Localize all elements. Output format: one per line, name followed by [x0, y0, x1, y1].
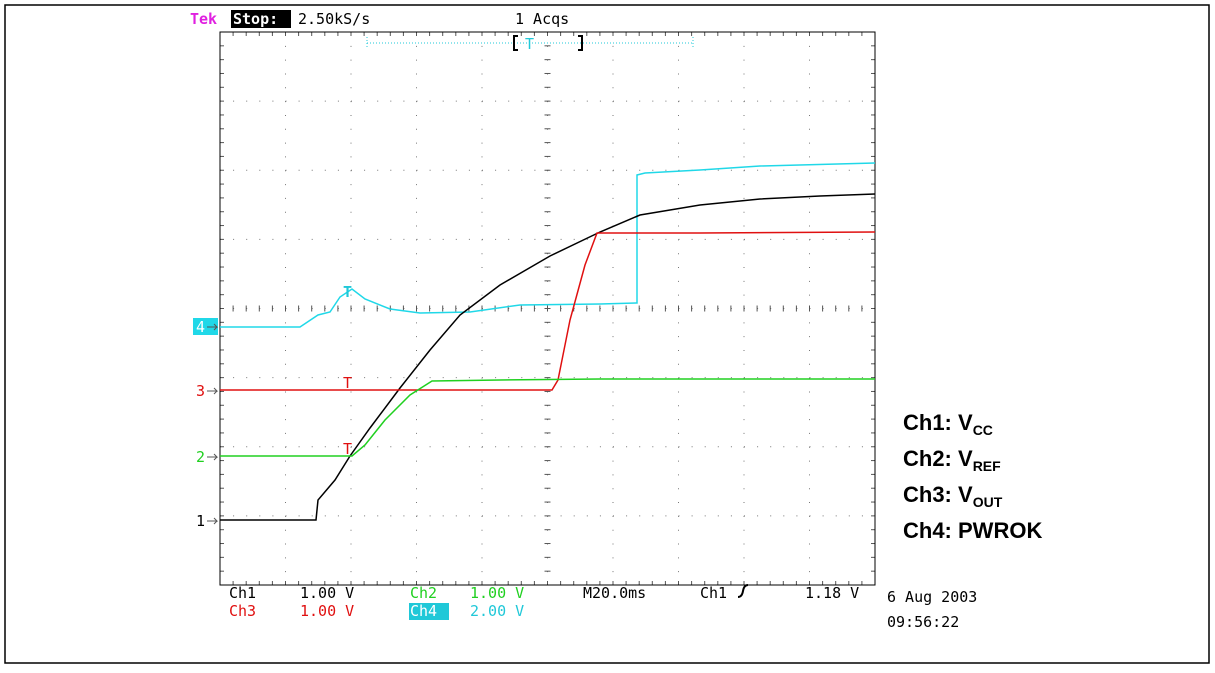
setting: 1.00 V [300, 602, 354, 620]
legend-entry: Ch4: PWROK [903, 518, 1042, 543]
setting: Ch2 [410, 584, 437, 602]
frame [5, 5, 1209, 663]
trigger-position: T [525, 35, 534, 53]
time: 09:56:22 [887, 613, 959, 631]
setting: M20.0ms [583, 584, 646, 602]
setting: Ch3 [229, 602, 256, 620]
legend-subscript: CC [973, 422, 993, 438]
setting: 1.00 V [470, 584, 524, 602]
setting: 2.00 V [470, 602, 524, 620]
setting: 1.18 V [805, 584, 859, 602]
legend-subscript: REF [973, 458, 1001, 474]
legend-subscript: OUT [973, 494, 1003, 510]
scope-screenshot: Tek Stop: 2.50kS/s 1 Acqs T T T T 4 3 2 … [0, 0, 1215, 669]
channel-marker: 4 [196, 318, 205, 336]
setting: Ch1 [700, 584, 727, 602]
acquisitions: 1 Acqs [515, 10, 569, 28]
setting: 1.00 V [300, 584, 354, 602]
legend-label: Ch4: PWROK [903, 518, 1042, 543]
legend-label: Ch2: V [903, 446, 973, 471]
setting: Ch4 [410, 602, 437, 620]
trigger-mark: T [343, 440, 352, 458]
channel-marker: 2 [196, 448, 205, 466]
state: Stop: [233, 10, 278, 28]
trigger-mark: T [343, 374, 352, 392]
channel-marker: 3 [196, 382, 205, 400]
date: 6 Aug 2003 [887, 588, 977, 606]
trigger-mark: T [343, 283, 352, 301]
sample-rate: 2.50kS/s [298, 10, 370, 28]
legend-label: Ch3: V [903, 482, 973, 507]
legend-label: Ch1: V [903, 410, 973, 435]
brand: Tek [190, 10, 217, 28]
channel-marker: 1 [196, 512, 205, 530]
setting: Ch1 [229, 584, 256, 602]
